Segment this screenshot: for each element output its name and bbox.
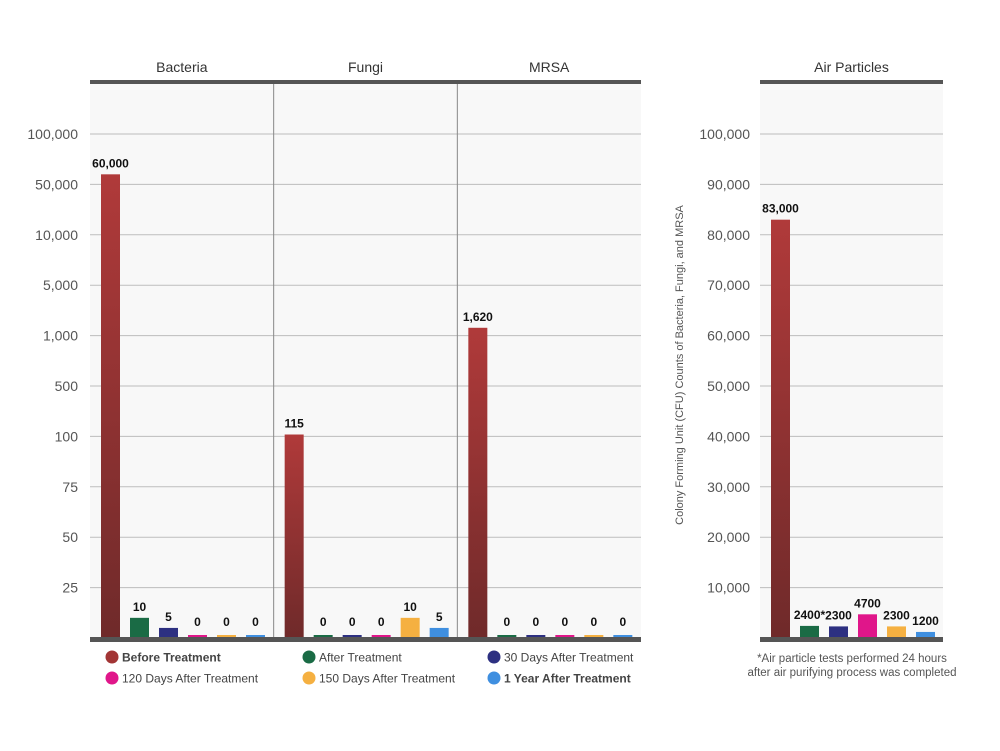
- y-axis-title: Colony Forming Unit (CFU) Counts of Bact…: [674, 204, 686, 524]
- data-label: 4700: [854, 596, 881, 610]
- data-label: 0: [619, 615, 626, 629]
- legend-marker: [105, 671, 119, 685]
- y-tick-label: 80,000: [707, 227, 750, 243]
- bar-air-4: [887, 626, 906, 638]
- data-label: 0: [320, 615, 327, 629]
- legend-label: 120 Days After Treatment: [122, 672, 259, 686]
- bar-air-5: [916, 631, 935, 638]
- top-border-right: [760, 80, 943, 84]
- bar-bacteria-0: [101, 174, 120, 638]
- footnote: after air purifying process was complete…: [747, 667, 956, 679]
- y-tick-label: 10,000: [35, 227, 78, 243]
- bar-air-1: [800, 625, 819, 638]
- bar-fungi-0: [284, 434, 304, 638]
- bar-mrsa-0: [468, 327, 488, 638]
- legend-marker: [487, 650, 501, 664]
- y-tick-label: 50: [62, 529, 78, 545]
- data-label: 0: [503, 615, 510, 629]
- y-tick-label: 100: [55, 428, 79, 444]
- data-label: 5: [436, 610, 443, 624]
- bar-mrsa-5: [613, 635, 633, 638]
- y-tick-label: 40,000: [707, 428, 750, 444]
- bar-bacteria-1: [130, 617, 149, 638]
- bar-air-0: [771, 219, 790, 638]
- data-label: 115: [284, 417, 304, 431]
- y-tick-label: 100,000: [699, 126, 750, 142]
- y-tick-label: 1,000: [43, 328, 78, 344]
- bar-bacteria-4: [217, 635, 236, 638]
- bar-air-2: [829, 626, 848, 638]
- data-label: 60,000: [92, 156, 129, 170]
- legend-label: 30 Days After Treatment: [504, 651, 634, 665]
- bar-bacteria-5: [246, 635, 265, 638]
- legend-marker: [302, 650, 316, 664]
- bar-fungi-4: [400, 617, 420, 638]
- data-label: 0: [378, 615, 385, 629]
- bar-fungi-1: [313, 635, 333, 638]
- data-label: 5: [165, 610, 172, 624]
- y-tick-label: 20,000: [707, 529, 750, 545]
- data-label: 0: [561, 615, 568, 629]
- footnote: *Air particle tests performed 24 hours: [757, 653, 947, 665]
- data-label: 0: [223, 615, 230, 629]
- bar-bacteria-2: [159, 627, 178, 638]
- panel-title: Fungi: [348, 59, 383, 75]
- legend-marker: [302, 671, 316, 685]
- y-tick-label: 30,000: [707, 479, 750, 495]
- y-tick-label: 100,000: [27, 126, 78, 142]
- top-border-left: [90, 80, 641, 84]
- panel-title: Bacteria: [156, 59, 208, 75]
- y-tick-label: 70,000: [707, 277, 750, 293]
- y-tick-label: 25: [62, 580, 78, 596]
- data-label: 2300: [825, 608, 852, 622]
- legend-label: 1 Year After Treatment: [504, 672, 631, 686]
- y-tick-label: 50,000: [35, 176, 78, 192]
- bar-air-3: [858, 614, 877, 638]
- baseline-right: [760, 637, 943, 642]
- bar-mrsa-4: [584, 635, 604, 638]
- data-label: 1200: [912, 614, 939, 628]
- legend-label: After Treatment: [319, 651, 402, 665]
- y-tick-label: 60,000: [707, 328, 750, 344]
- bar-mrsa-1: [497, 635, 517, 638]
- bar-fungi-2: [342, 635, 362, 638]
- bar-fungi-3: [371, 635, 391, 638]
- y-tick-label: 5,000: [43, 277, 78, 293]
- data-label: 10: [133, 600, 147, 614]
- plot-area-right: [760, 83, 943, 638]
- baseline-left: [90, 637, 641, 642]
- legend-label: Before Treatment: [122, 651, 221, 665]
- y-tick-label: 90,000: [707, 176, 750, 192]
- y-tick-label: 500: [55, 378, 79, 394]
- data-label: 0: [252, 615, 259, 629]
- data-label: 83,000: [762, 202, 799, 216]
- bar-mrsa-3: [555, 635, 575, 638]
- data-label: 0: [349, 615, 356, 629]
- y-tick-label: 10,000: [707, 580, 750, 596]
- legend-marker: [487, 671, 501, 685]
- bar-mrsa-2: [526, 635, 546, 638]
- legend-label: 150 Days After Treatment: [319, 672, 456, 686]
- data-label: 10: [403, 600, 417, 614]
- y-tick-label: 75: [62, 479, 78, 495]
- data-label: 2300: [883, 608, 910, 622]
- plot-area-left: [90, 83, 641, 638]
- data-label: 0: [590, 615, 597, 629]
- data-label: 1,620: [463, 310, 493, 324]
- y-tick-label: 50,000: [707, 378, 750, 394]
- data-label: 2400*: [794, 608, 826, 622]
- panel-title: MRSA: [529, 59, 570, 75]
- data-label: 0: [532, 615, 539, 629]
- panel-title: Air Particles: [814, 59, 889, 75]
- data-label: 0: [194, 615, 201, 629]
- bar-fungi-5: [429, 627, 449, 638]
- bar-bacteria-3: [188, 635, 207, 638]
- legend-marker: [105, 650, 119, 664]
